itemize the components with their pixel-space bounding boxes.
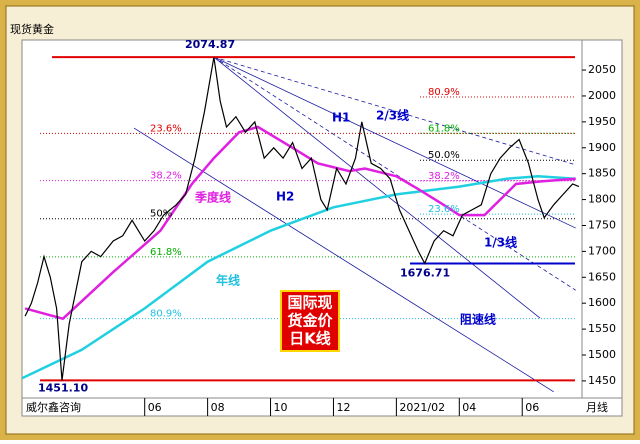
fib-label: 80.9% — [428, 87, 460, 98]
fib-label: 38.2% — [428, 171, 460, 182]
chart-title: 现货黄金 — [10, 22, 54, 36]
y-tick-label: 1850 — [588, 167, 616, 180]
x-axis-area — [21, 397, 623, 417]
trendline — [133, 127, 554, 393]
annotation: 年线 — [216, 273, 240, 288]
fib-label: 50.0% — [428, 150, 460, 161]
level-label: 1676.71 — [400, 266, 450, 279]
x-tick-label: 04 — [462, 401, 476, 414]
y-tick-label: 1650 — [588, 270, 616, 283]
fib-label: 61.8% — [150, 247, 182, 258]
x-tick-label: 06 — [148, 401, 162, 414]
fib-label: 23.6% — [150, 123, 182, 134]
x-tick-label: 08 — [211, 401, 225, 414]
annotation: H1 — [332, 111, 350, 125]
series-line — [24, 57, 580, 381]
annotation: H2 — [276, 190, 294, 204]
y-tick-label: 1600 — [588, 296, 616, 309]
annotation: 阻速线 — [460, 312, 496, 327]
annotation: 2/3线 — [376, 108, 409, 123]
y-tick-label: 1450 — [588, 374, 616, 387]
x-tick-label: 2021/02 — [399, 401, 445, 414]
annotation: 1/3线 — [484, 235, 517, 250]
x-tick-label: 10 — [274, 401, 288, 414]
annotation: 季度线 — [194, 190, 231, 205]
y-tick-label: 1800 — [588, 193, 616, 206]
trendline — [213, 56, 576, 229]
trendline — [213, 56, 576, 291]
box-text: 货金价 — [287, 312, 333, 330]
x-tick-label: 12 — [336, 401, 350, 414]
source: 威尔鑫咨询 — [26, 400, 81, 414]
y-tick-label: 1500 — [588, 348, 616, 361]
fib-label: 61.8% — [428, 123, 460, 134]
period: 月线 — [586, 400, 608, 414]
fib-label: 38.2% — [150, 171, 182, 182]
y-tick-label: 1900 — [588, 141, 616, 154]
x-tick-label: 06 — [525, 401, 539, 414]
y-axis-area — [581, 39, 623, 399]
fib-label: 23.6% — [428, 204, 460, 215]
y-tick-label: 1550 — [588, 322, 616, 335]
y-tick-label: 2050 — [588, 63, 616, 76]
y-tick-label: 1950 — [588, 115, 616, 128]
fib-label: 80.9% — [150, 309, 182, 320]
box-text: 日K线 — [289, 330, 331, 348]
y-tick-label: 1750 — [588, 218, 616, 231]
box-text: 国际现 — [287, 294, 332, 312]
series-line — [22, 175, 576, 380]
fib-label: 50% — [150, 209, 172, 220]
y-tick-label: 2000 — [588, 89, 616, 102]
label-box — [280, 290, 340, 352]
y-tick-label: 1700 — [588, 244, 616, 257]
trendline — [213, 56, 541, 319]
level-label: 1451.10 — [38, 381, 88, 394]
plot — [22, 56, 580, 393]
series-line — [24, 125, 576, 321]
level-label: 2074.87 — [185, 38, 235, 51]
